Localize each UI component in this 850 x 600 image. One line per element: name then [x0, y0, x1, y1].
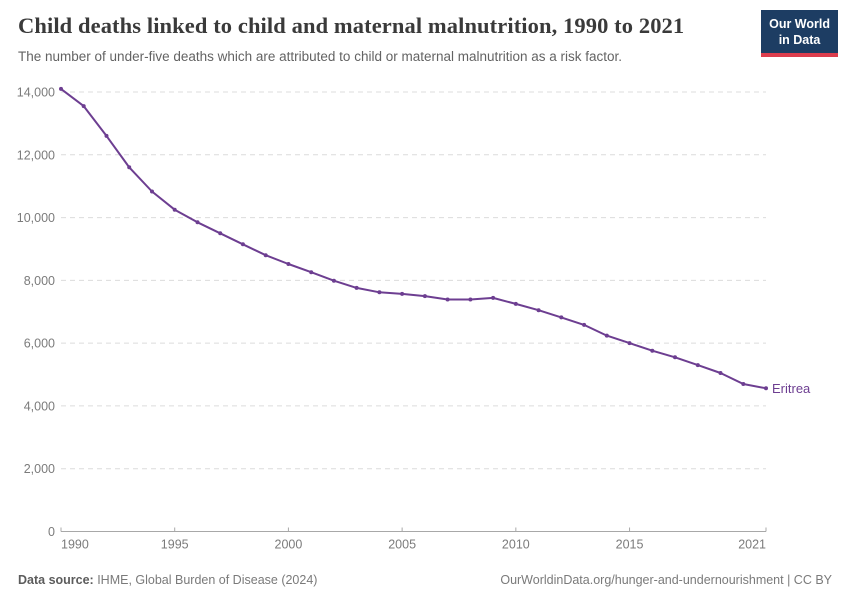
data-point	[309, 270, 314, 275]
x-tick-label: 2000	[275, 538, 303, 552]
series-end-label: Eritrea	[772, 381, 811, 396]
data-point	[104, 133, 109, 138]
data-point	[377, 290, 382, 295]
y-tick-label: 12,000	[17, 148, 55, 162]
page-title: Child deaths linked to child and materna…	[18, 13, 685, 38]
data-point	[195, 220, 200, 225]
y-tick-label: 4,000	[24, 399, 55, 413]
data-point	[150, 189, 154, 194]
data-source: Data source: IHME, Global Burden of Dise…	[18, 573, 317, 587]
data-point	[559, 315, 564, 320]
line-chart: 0 2,000 4,000 6,000 8,000 10,000 12,000 14,000 1…	[17, 86, 811, 552]
data-point	[331, 278, 336, 283]
data-point	[400, 291, 405, 296]
y-tick-label: 6,000	[24, 337, 55, 351]
y-tick-label: 2,000	[24, 462, 55, 476]
data-point	[582, 322, 587, 327]
y-tick-label: 0	[48, 525, 55, 539]
data-point	[491, 295, 496, 300]
data-point	[741, 382, 746, 386]
data-point	[218, 231, 223, 236]
x-tick-label: 2005	[388, 538, 416, 552]
owid-logo-line1: Our World	[769, 17, 830, 31]
owid-logo: Our World in Data	[761, 10, 838, 57]
x-tick-label: 2021	[738, 538, 766, 552]
data-point	[286, 262, 291, 266]
data-point	[127, 165, 132, 170]
y-tick-label: 10,000	[17, 211, 55, 225]
data-point	[263, 253, 268, 258]
data-point	[764, 386, 768, 391]
data-point	[172, 207, 177, 212]
attribution-link[interactable]: OurWorldinData.org/hunger-and-undernouri…	[500, 573, 832, 587]
data-source-text: IHME, Global Burden of Disease (2024)	[93, 573, 318, 587]
owid-logo-line2: in Data	[778, 33, 821, 48]
data-point	[718, 371, 723, 375]
y-tick-label: 8,000	[24, 274, 55, 288]
data-point	[468, 297, 473, 302]
data-point	[650, 348, 655, 353]
data-point	[627, 341, 632, 346]
data-point	[695, 363, 700, 368]
data-point	[422, 294, 427, 299]
data-point	[354, 285, 359, 290]
data-point	[445, 297, 450, 302]
data-point	[513, 301, 518, 306]
x-tick-label: 2015	[616, 538, 644, 552]
data-point	[81, 104, 86, 109]
data-point	[59, 86, 63, 91]
chart-subtitle: The number of under-five deaths which ar…	[18, 49, 623, 64]
data-point	[604, 333, 609, 338]
data-line-eritrea	[60, 87, 767, 390]
data-point	[673, 355, 677, 360]
data-source-label: Data source:	[18, 573, 94, 587]
x-tick-label: 1990	[61, 538, 89, 552]
data-point	[240, 242, 245, 247]
y-tick-label: 14,000	[17, 86, 55, 100]
x-tick-label: 2010	[502, 538, 530, 552]
x-tick-label: 1995	[161, 538, 189, 552]
data-point	[536, 308, 541, 313]
chart-footer: Data source: IHME, Global Burden of Dise…	[18, 573, 832, 587]
